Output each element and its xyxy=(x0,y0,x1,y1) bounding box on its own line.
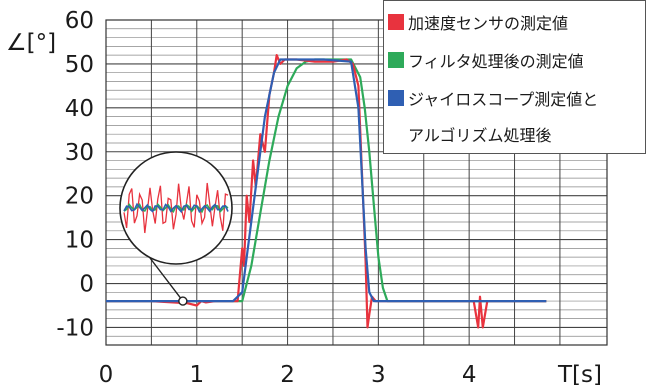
x-tick-label: 2 xyxy=(280,362,295,385)
legend-item-gyroscope: ジャイロスコープ測定値と xyxy=(388,86,598,110)
x-tick-label: 1 xyxy=(189,362,204,385)
y-tick-label: 20 xyxy=(65,184,94,210)
magnifier-trace xyxy=(123,182,229,234)
series-lines xyxy=(106,54,547,329)
legend-item-accelerometer: 加速度センサの測定値 xyxy=(388,10,568,34)
legend-label: アルゴリズム処理後 xyxy=(408,126,552,145)
magnifier-pointer xyxy=(149,257,184,302)
legend-swatch-red xyxy=(388,14,404,30)
x-tick-label: 0 xyxy=(99,362,114,385)
y-tick-label: 60 xyxy=(65,8,94,34)
legend-swatch-blue xyxy=(388,90,404,106)
legend: 加速度センサの測定値 フィルタ処理後の測定値 ジャイロスコープ測定値と アルゴリ… xyxy=(383,0,646,154)
x-tick-label: 3 xyxy=(371,362,386,385)
magnifier-trace xyxy=(123,202,229,214)
y-tick-label: 40 xyxy=(65,96,94,122)
legend-swatch-green xyxy=(388,52,404,68)
x-axis-label: T[s] xyxy=(557,362,602,385)
y-tick-label: -10 xyxy=(56,315,94,341)
legend-label: 加速度センサの測定値 xyxy=(408,14,569,33)
y-tick-label: 30 xyxy=(65,140,94,166)
y-tick-label: 50 xyxy=(65,52,94,78)
series-line-2 xyxy=(106,58,547,303)
plot-frame xyxy=(105,19,608,346)
x-tick-label: 4 xyxy=(462,362,477,385)
y-tick-label: 10 xyxy=(65,228,94,254)
legend-label: フィルタ処理後の測定値 xyxy=(408,52,584,71)
magnifier-inset xyxy=(119,151,233,306)
legend-label: ジャイロスコープ測定値と xyxy=(408,90,599,109)
legend-item-filtered: フィルタ処理後の測定値 xyxy=(388,48,584,72)
y-axis-label: ∠[°] xyxy=(6,30,56,56)
y-tick-label: 0 xyxy=(79,272,94,298)
legend-item-gyroscope-cont: アルゴリズム処理後 xyxy=(408,122,552,146)
magnifier-anchor xyxy=(178,296,188,306)
